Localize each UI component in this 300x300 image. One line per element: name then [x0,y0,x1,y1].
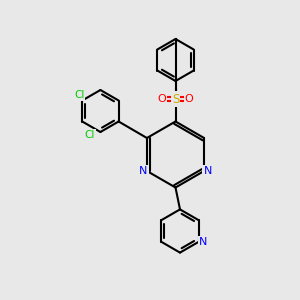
Text: N: N [139,166,148,176]
Text: S: S [172,92,179,106]
Text: N: N [199,237,207,247]
Text: Cl: Cl [74,89,84,100]
Text: O: O [158,94,166,104]
Text: Cl: Cl [85,130,95,140]
Text: N: N [203,166,212,176]
Text: O: O [184,94,194,104]
